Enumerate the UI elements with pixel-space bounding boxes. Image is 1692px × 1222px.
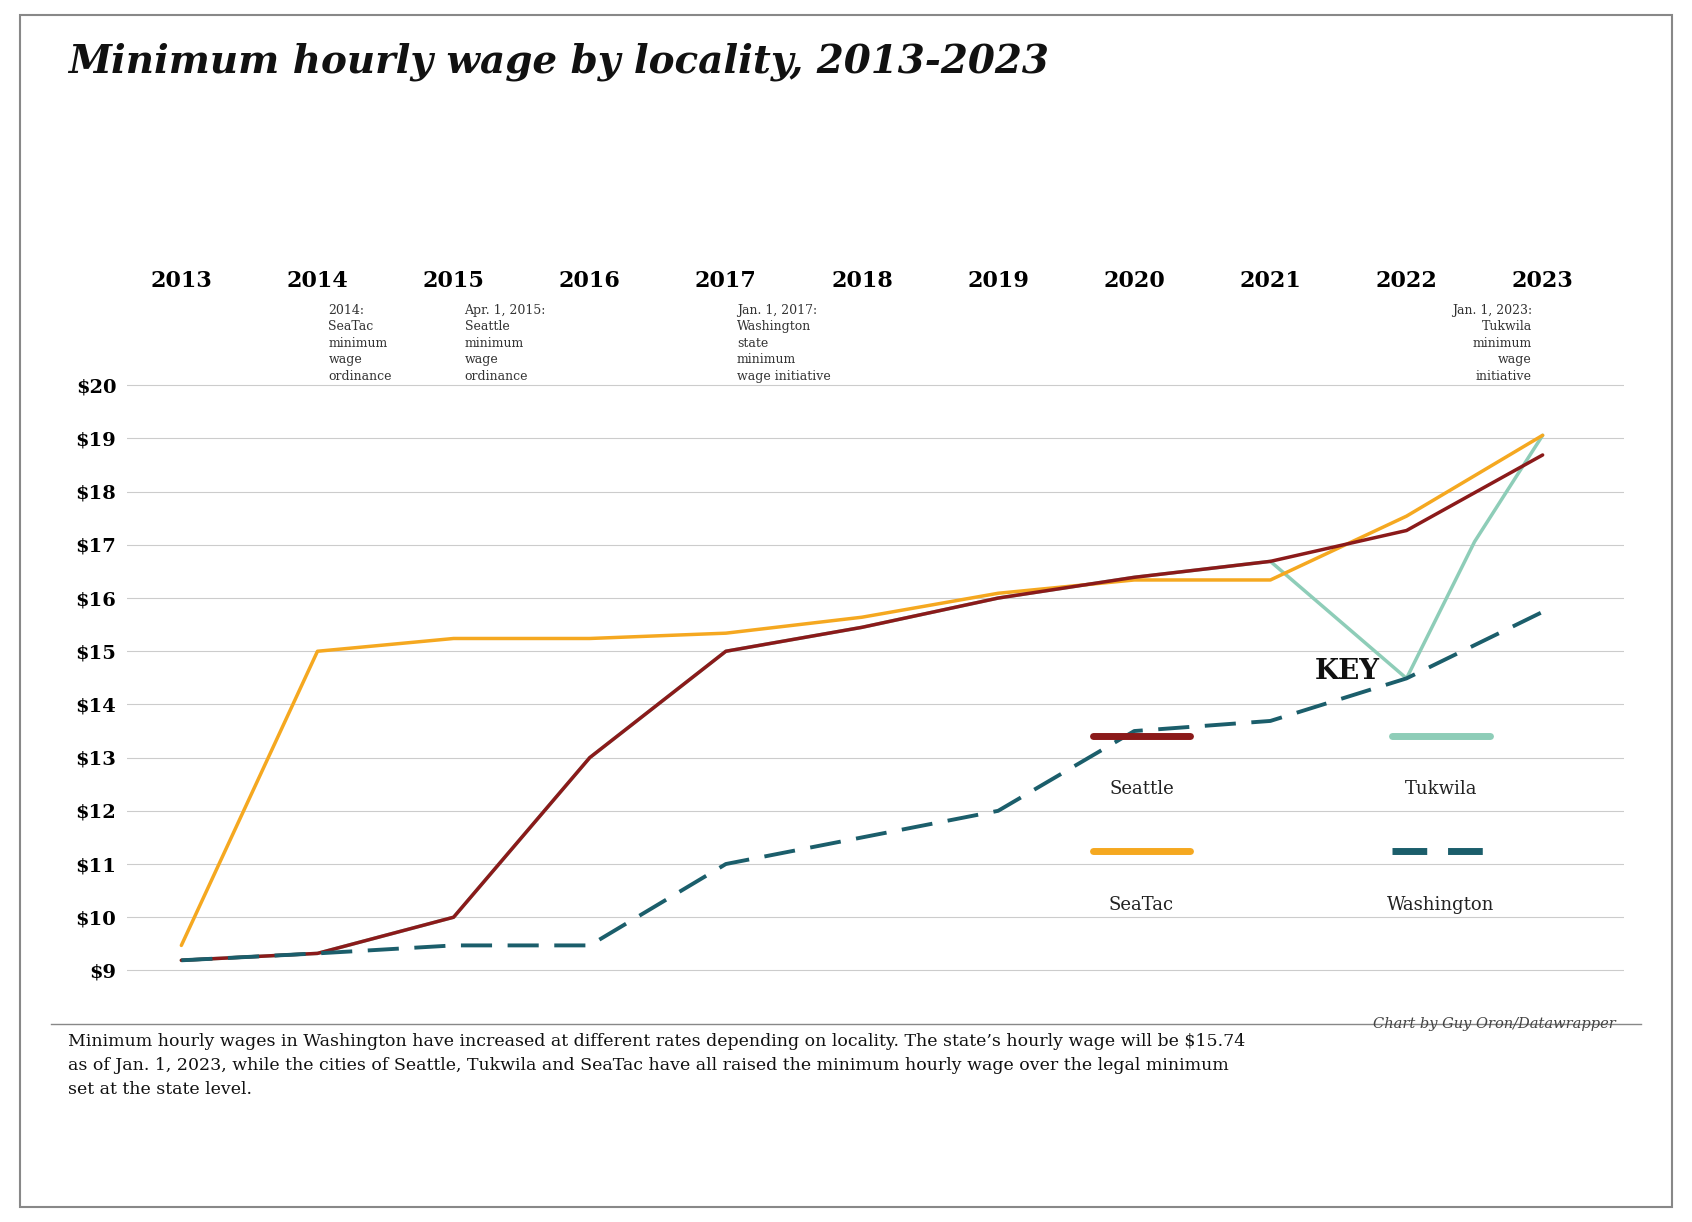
Text: Apr. 1, 2015:
Seattle
minimum
wage
ordinance: Apr. 1, 2015: Seattle minimum wage ordin…	[465, 303, 547, 382]
Text: Minimum hourly wage by locality, 2013-2023: Minimum hourly wage by locality, 2013-20…	[68, 43, 1049, 82]
Text: SeaTac: SeaTac	[1108, 896, 1174, 914]
Text: Tukwila: Tukwila	[1404, 780, 1477, 798]
Text: Chart by Guy Oron/Datawrapper: Chart by Guy Oron/Datawrapper	[1374, 1017, 1616, 1030]
Text: Minimum hourly wages in Washington have increased at different rates depending o: Minimum hourly wages in Washington have …	[68, 1033, 1245, 1097]
Text: KEY: KEY	[1315, 659, 1379, 686]
Text: 2014:
SeaTac
minimum
wage
ordinance: 2014: SeaTac minimum wage ordinance	[328, 303, 393, 382]
Text: Seattle: Seattle	[1108, 780, 1174, 798]
Text: Jan. 1, 2023:
Tukwila
minimum
wage
initiative: Jan. 1, 2023: Tukwila minimum wage initi…	[1452, 303, 1531, 382]
Text: Jan. 1, 2017:
Washington
state
minimum
wage initiative: Jan. 1, 2017: Washington state minimum w…	[736, 303, 831, 382]
Text: Washington: Washington	[1387, 896, 1494, 914]
